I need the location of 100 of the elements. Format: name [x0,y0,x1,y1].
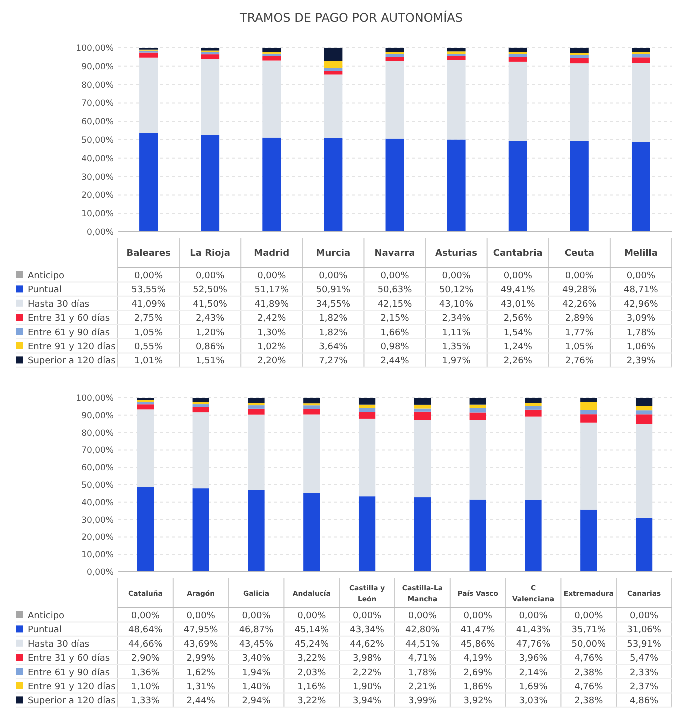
data-label: 4,76% [574,654,604,664]
data-label: 41,50% [193,300,228,310]
bar [470,408,486,413]
data-label: 42,26% [562,300,598,310]
data-label: 1,01% [134,356,164,367]
data-label: 2,56% [504,314,533,324]
legend-label: Entre 31 y 60 días [28,653,110,664]
bar [470,404,486,408]
bar [470,398,486,405]
data-label: 1,90% [353,682,382,692]
bar [304,398,320,404]
data-label: 1,30% [258,328,287,338]
data-label: 0,55% [134,342,164,352]
data-label: 2,69% [464,668,493,678]
data-label: 42,15% [378,300,413,310]
data-label: 4,19% [464,654,493,664]
x-tick-label: Ceuta [564,249,594,259]
bar [470,500,486,572]
data-label: 47,76% [516,640,552,650]
legend-label: Superior a 120 días [28,696,116,707]
bar [525,416,542,500]
data-label: 2,75% [134,314,164,324]
data-label: 1,05% [134,328,164,338]
data-label: 50,12% [439,286,474,296]
bar [201,135,220,232]
y-tick-label: 100,00% [76,394,114,404]
data-label: 2,14% [519,668,548,678]
bar [324,61,343,68]
data-label: 0,00% [380,272,410,282]
data-label: 7,27% [319,356,348,367]
data-label: 1,06% [626,342,656,352]
data-label: 0,00% [574,612,604,622]
bar [140,52,158,58]
bar [414,408,432,412]
bar [324,138,343,232]
bar [447,52,466,54]
data-label: 2,22% [353,668,382,678]
x-tick-label: Asturias [436,249,478,259]
data-label: 3,09% [626,314,656,324]
legend-label: Puntual [28,286,62,296]
data-label: 0,00% [464,612,493,622]
bar [414,498,432,572]
data-label: 43,01% [500,300,536,310]
y-tick-label: 30,00% [82,516,114,526]
data-label: 45,86% [460,640,496,650]
data-label: 0,00% [626,272,656,282]
data-label: 0,00% [319,272,348,282]
bar [570,141,589,232]
data-label: 1,86% [464,682,493,692]
data-label: 1,51% [196,356,226,367]
bar [192,407,210,413]
legend-label: Entre 31 y 60 días [28,313,110,324]
x-tick-label: Navarra [374,249,416,259]
data-label: 41,09% [132,300,166,310]
data-label: 3,92% [464,696,493,707]
bar [304,409,320,415]
data-label: 2,21% [408,682,438,692]
y-tick-label: 0,00% [86,228,114,238]
bar [580,414,598,423]
data-label: 2,44% [380,356,410,367]
y-tick-label: 10,00% [82,550,114,561]
data-label: 1,20% [196,328,226,338]
data-label: 2,94% [242,696,272,707]
data-label: 50,91% [316,286,352,296]
data-label: 0,00% [353,612,382,622]
data-label: 43,45% [239,640,274,650]
data-label: 1,82% [319,328,348,338]
data-label: 45,14% [294,626,330,636]
data-label: 4,71% [408,654,438,664]
data-label: 43,10% [439,300,474,310]
bar [414,398,432,405]
data-label: 2,03% [298,668,327,678]
data-label: 2,76% [565,356,594,367]
y-tick-label: 10,00% [82,210,114,220]
data-label: 3,94% [353,696,382,707]
legend-label: Anticipo [28,612,66,622]
y-tick-label: 0,00% [86,568,114,578]
data-label: 0,00% [298,612,327,622]
bar [324,48,343,62]
bar [192,404,210,408]
data-label: 0,00% [408,612,438,622]
bar [201,52,220,55]
data-label: 44,62% [350,640,385,650]
data-label: 2,38% [574,668,604,678]
x-tick-label: Madrid [254,249,290,259]
data-label: 0,00% [258,272,287,282]
bar [447,56,466,60]
data-label: 3,98% [353,654,382,664]
data-label: 41,47% [460,626,496,636]
data-label: 1,33% [131,696,160,707]
data-label: 3,40% [242,654,272,664]
x-tick-label: Cantabria [493,249,543,259]
data-label: 4,76% [574,682,604,692]
data-label: 1,31% [186,682,216,692]
y-tick-label: 70,00% [82,99,114,110]
bar [580,398,598,402]
y-tick-label: 80,00% [82,80,114,91]
legend-label: Entre 61 y 90 días [28,327,110,338]
bar [192,398,210,402]
data-label: 0,98% [380,342,410,352]
